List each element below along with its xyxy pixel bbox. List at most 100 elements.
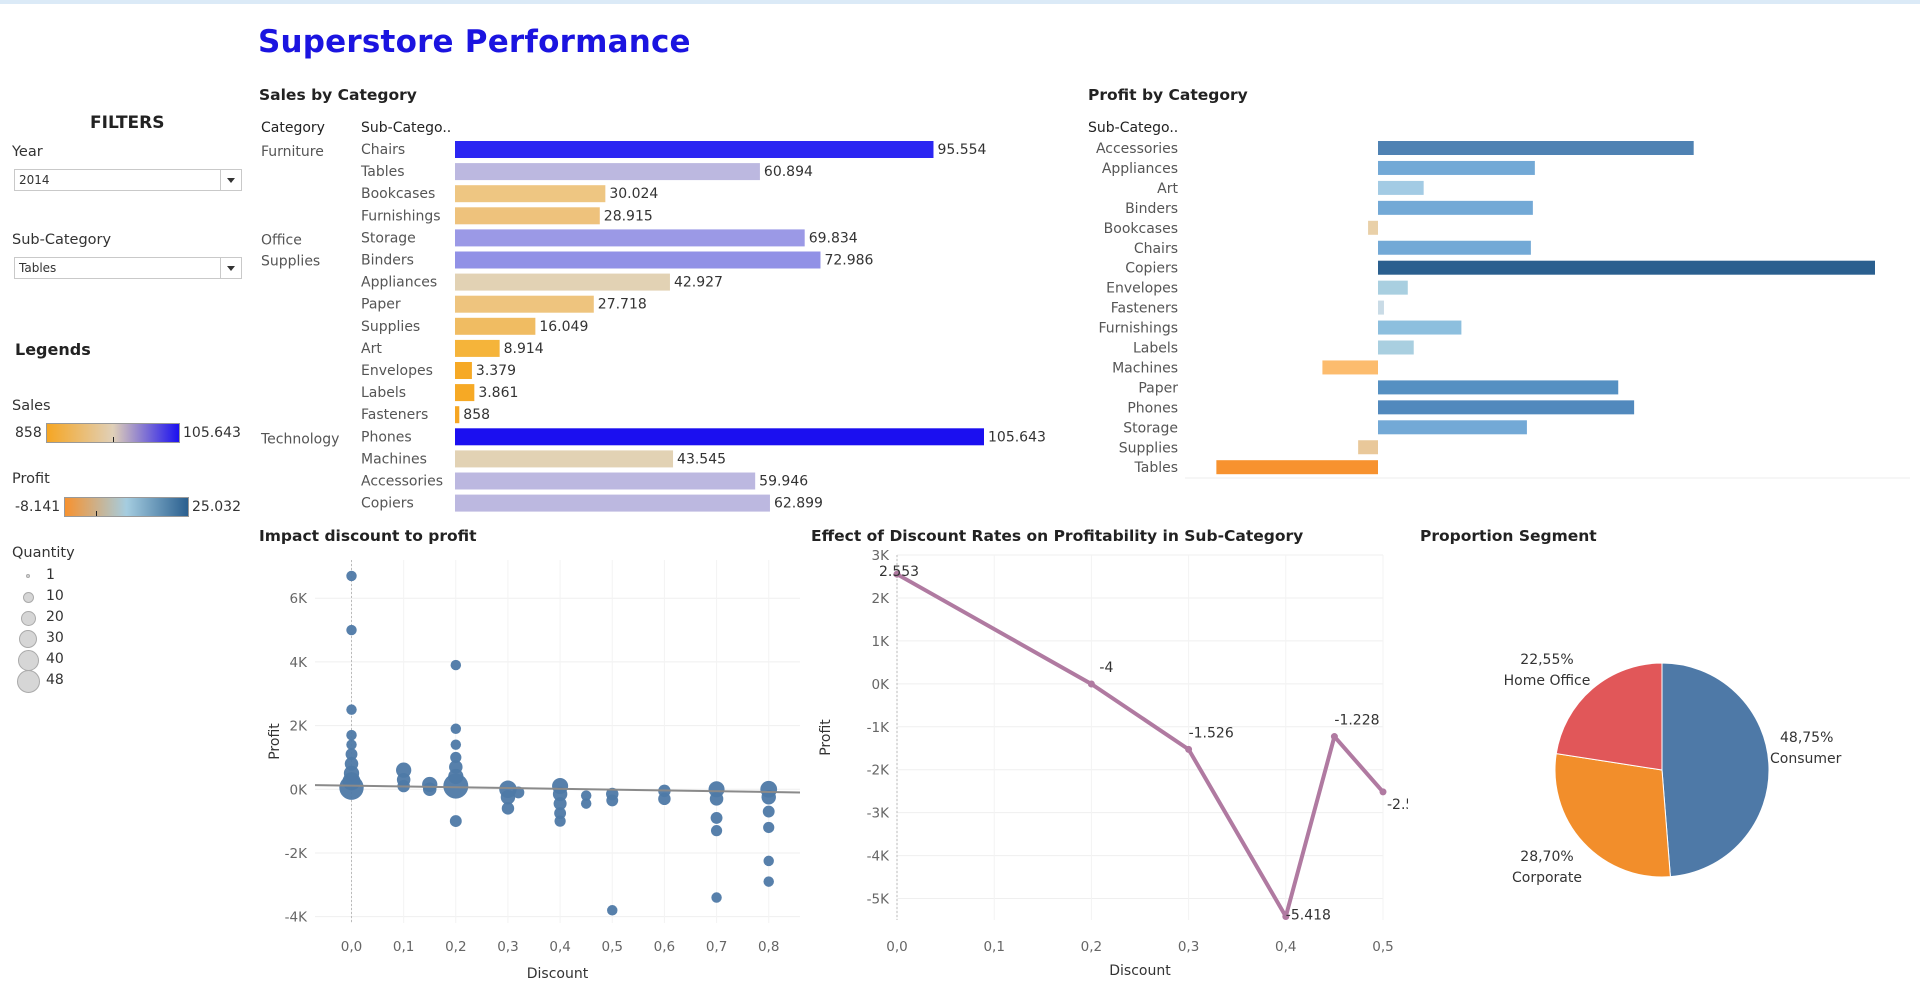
subcategory-label-furnishings: Furnishings — [361, 208, 441, 224]
profit-bar-copiers — [1378, 260, 1875, 275]
y-tick-label: -1K — [867, 720, 890, 736]
sales-value-label-fasteners: 858 — [463, 407, 490, 423]
pie-slice-consumer — [1661, 662, 1770, 878]
sales-value-label-accessories: 59.946 — [759, 474, 808, 490]
profit-color-ramp — [64, 497, 189, 517]
subcategory-label-art: Art — [361, 341, 382, 357]
profit-subcategory-label-machines: Machines — [1112, 360, 1178, 376]
scatter-point — [450, 739, 462, 750]
top-border — [0, 0, 1920, 4]
y-tick-label: 0K — [872, 677, 891, 693]
scatter-point — [501, 802, 515, 815]
y-tick-label: -3K — [867, 806, 890, 822]
scatter-point — [708, 781, 725, 798]
y-tick-label: -2K — [285, 846, 308, 862]
y-tick-label: -4K — [285, 910, 308, 926]
quantity-size-dot — [20, 610, 36, 626]
profit-subcategory-label-paper: Paper — [1138, 380, 1178, 396]
profit-bar-machines — [1322, 360, 1378, 375]
sales-value-label-labels: 3.861 — [478, 385, 518, 401]
subcategory-label-appliances: Appliances — [361, 275, 437, 291]
sales-value-label-storage: 69.834 — [809, 230, 858, 246]
x-axis-title: Discount — [527, 966, 589, 982]
sales-by-category-chart: Category Sub-Catego.. Furniture Chairs 95.55… — [260, 120, 1046, 512]
scatter-point — [763, 876, 774, 887]
subcategory-label-bookcases: Bookcases — [361, 186, 435, 202]
sales-value-label-paper: 27.718 — [598, 297, 647, 313]
profit-subcategory-label-envelopes: Envelopes — [1106, 281, 1178, 297]
profit-bar-appliances — [1378, 160, 1535, 175]
subcategory-label-storage: Storage — [361, 230, 416, 246]
quantity-legend-label: 40 — [46, 651, 64, 667]
subcategory-filter-label: Sub-Category — [12, 232, 112, 248]
profit-subcategory-label-accessories: Accessories — [1096, 141, 1178, 157]
sales-value-label-chairs: 95.554 — [937, 142, 986, 158]
subcategory-label-machines: Machines — [361, 451, 427, 467]
line-point — [1330, 733, 1338, 741]
legends-heading: Legends — [15, 340, 91, 359]
subcategory-label-binders: Binders — [361, 253, 414, 269]
line-data-label: -1.228 — [1334, 713, 1379, 729]
x-tick-label: 0,8 — [758, 939, 779, 955]
subcategory-label-fasteners: Fasteners — [361, 407, 428, 423]
sales-bar-copiers — [455, 494, 770, 512]
subcategory-filter-dropdown[interactable]: Tables — [14, 257, 242, 279]
trend-line — [314, 784, 801, 794]
profit-bar-chairs — [1378, 240, 1531, 255]
chevron-down-icon[interactable] — [220, 258, 241, 278]
y-tick-label: 3K — [872, 548, 891, 564]
pie-chart-title: Proportion Segment — [1420, 527, 1597, 545]
quantity-legend-label: 10 — [46, 588, 64, 604]
profit-subcategory-label-art: Art — [1157, 181, 1178, 197]
year-filter-label: Year — [12, 144, 43, 160]
scatter-point — [658, 792, 671, 806]
sales-legend-max: 105.643 — [183, 425, 241, 441]
category-column-header: Category — [261, 120, 325, 136]
y-axis-title: Profit — [267, 723, 283, 760]
sales-bar-bookcases — [455, 185, 606, 203]
scatter-point — [449, 815, 462, 828]
profit-legend-min: -8.141 — [15, 499, 61, 515]
subcategory-label-tables: Tables — [360, 164, 405, 180]
quantity-size-dot — [19, 630, 37, 648]
profit-subcategory-label-furnishings: Furnishings — [1098, 321, 1178, 337]
quantity-size-dot — [17, 649, 39, 671]
profit-bar-accessories — [1378, 141, 1694, 155]
y-tick-label: -4K — [867, 849, 890, 865]
sales-by-category-title: Sales by Category — [259, 86, 417, 104]
pie-percent-label: 28,70% — [1520, 849, 1573, 865]
profit-subcategory-label-fasteners: Fasteners — [1111, 301, 1178, 317]
profit-subcategory-label-labels: Labels — [1133, 341, 1178, 357]
line-chart: 3K 2K 1K 0K -1K -2K -3K -4K -5K 0,0 0,1 0,2 0,3 0,4 0,… — [818, 548, 1408, 979]
category-label-office-supplies: Supplies — [261, 253, 320, 269]
line-chart-title: Effect of Discount Rates on Profitabilit… — [811, 527, 1304, 545]
year-filter-dropdown[interactable]: 2014 — [14, 169, 242, 191]
y-tick-label: -5K — [867, 892, 890, 908]
scatter-point — [763, 821, 775, 834]
quantity-legend-item: 20 — [14, 608, 74, 628]
profit-subcategory-label-phones: Phones — [1127, 400, 1178, 416]
sales-value-label-bookcases: 30.024 — [609, 186, 658, 202]
scatter-point — [346, 739, 357, 750]
scatter-point — [711, 892, 722, 903]
profit-subcategory-label-binders: Binders — [1125, 201, 1178, 217]
subcategory-label-supplies: Supplies — [361, 319, 420, 335]
quantity-legend-label: 20 — [46, 609, 64, 625]
pie-chart: 48,75% Consumer 28,70% Corporate 22,55% Home … — [1504, 652, 1842, 886]
profit-bar-supplies — [1358, 440, 1378, 455]
sales-bar-chairs — [455, 141, 934, 158]
sales-bar-machines — [455, 450, 674, 468]
subcategory-filter-value: Tables — [19, 261, 57, 275]
category-label-technology: Technology — [260, 431, 339, 447]
scatter-point — [450, 751, 462, 764]
profit-bar-phones — [1378, 400, 1635, 415]
quantity-legend-item: 30 — [14, 629, 74, 649]
scatter-chart-title: Impact discount to profit — [259, 527, 477, 545]
x-tick-label: 0,7 — [706, 939, 727, 955]
line-data-label: -5.418 — [1286, 907, 1331, 923]
chevron-down-icon[interactable] — [220, 170, 241, 190]
scatter-point — [553, 797, 567, 811]
sales-value-label-furnishings: 28.915 — [604, 208, 653, 224]
scatter-point — [512, 786, 525, 799]
line-point — [1185, 745, 1193, 753]
